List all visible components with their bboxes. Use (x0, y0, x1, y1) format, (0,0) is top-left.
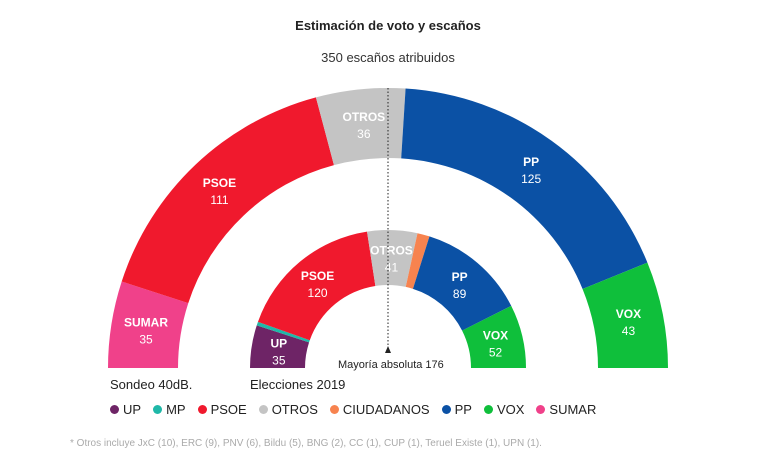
segment-seats-label: 52 (489, 345, 503, 359)
legend-item: CIUDADANOS (329, 402, 430, 417)
segment-seats-label: 125 (521, 172, 541, 186)
legend-label: MP (166, 402, 186, 417)
majority-marker-icon (385, 346, 391, 353)
legend-item: OTROS (258, 402, 318, 417)
legend-item: SUMAR (536, 402, 596, 417)
segment-party-label: PSOE (301, 269, 334, 283)
legend-dot-icon (441, 405, 451, 414)
legend-label: CIUDADANOS (342, 402, 430, 417)
legend-label: SUMAR (549, 402, 597, 417)
legend-item: UP (110, 402, 141, 417)
segment-party-label: OTROS (343, 110, 386, 124)
segment-seats-label: 36 (357, 127, 371, 141)
seat-segment-otros (367, 230, 418, 287)
segment-seats-label: 89 (453, 287, 467, 301)
seat-segment-up (250, 325, 310, 368)
legend-item: MP (153, 402, 186, 417)
inner-chart-label: Elecciones 2019 (250, 377, 346, 392)
footnote: * Otros incluye JxC (10), ERC (9), PNV (… (70, 438, 542, 449)
seat-segment-psoe (257, 231, 376, 341)
segment-party-label: PSOE (203, 176, 236, 190)
seat-segment-psoe (121, 97, 334, 304)
chart-title: Estimación de voto y escaños (295, 18, 481, 33)
seat-segment-ciudadanos (405, 233, 430, 289)
segment-party-label: UP (271, 337, 288, 351)
seat-segment-vox (582, 262, 668, 368)
legend-dot-icon (110, 405, 119, 414)
legend-label: PP (454, 402, 472, 417)
legend-dot-icon (153, 405, 163, 414)
segment-seats-label: 120 (308, 286, 328, 300)
segment-seats-label: 43 (622, 324, 636, 338)
seat-segment-mp (256, 321, 310, 343)
legend: UP MP PSOE OTROS CIUDADANOS PP VOX SUMAR (110, 402, 596, 417)
legend-label: OTROS (271, 402, 318, 417)
legend-label: UP (123, 402, 142, 417)
segment-party-label: SUMAR (124, 316, 168, 330)
segment-party-label: VOX (616, 307, 641, 321)
segment-party-label: VOX (483, 328, 508, 342)
seat-segment-otros (315, 88, 406, 166)
legend-dot-icon (483, 405, 493, 414)
legend-dot-icon (197, 405, 207, 414)
segment-seats-label: 111 (210, 193, 229, 207)
legend-dot-icon (258, 405, 268, 414)
legend-item: PSOE (197, 402, 247, 417)
legend-item: VOX (483, 402, 525, 417)
segment-seats-label: 35 (139, 333, 153, 347)
legend-dot-icon (329, 405, 339, 414)
legend-dot-icon (536, 405, 546, 414)
legend-label: PSOE (210, 402, 247, 417)
segment-party-label: OTROS (370, 244, 413, 258)
outer-chart-label: Sondeo 40dB. (110, 377, 193, 392)
seat-segment-sumar (108, 281, 189, 368)
chart-subtitle: 350 escaños atribuidos (321, 50, 455, 65)
majority-label: Mayoría absoluta 176 (338, 359, 444, 371)
legend-item: PP (441, 402, 472, 417)
segment-seats-label: 41 (385, 261, 399, 275)
seat-segment-pp (412, 236, 512, 331)
segment-seats-label: 35 (272, 354, 286, 368)
segment-party-label: PP (523, 155, 539, 169)
seat-segment-pp (401, 88, 648, 289)
legend-label: VOX (496, 402, 525, 417)
seat-segment-vox (462, 305, 526, 368)
segment-party-label: PP (452, 270, 468, 284)
